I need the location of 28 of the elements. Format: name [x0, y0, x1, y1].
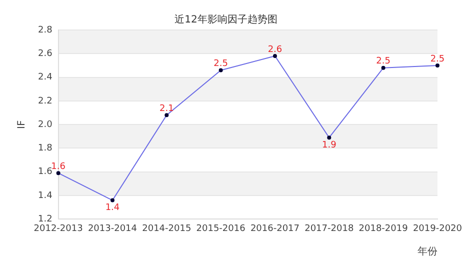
y-tick-label: 1.2 — [38, 214, 52, 225]
data-label: 1.6 — [51, 162, 66, 172]
x-tick-label: 2015-2016 — [196, 224, 246, 234]
x-axis-title: 年份 — [417, 246, 438, 258]
x-tick-label: 2012-2013 — [34, 224, 83, 234]
data-label: 2.5 — [430, 54, 445, 64]
x-tick-label: 2017-2018 — [304, 224, 354, 234]
x-tick-label: 2019-2020 — [412, 224, 462, 234]
y-tick-label: 1.4 — [38, 190, 53, 201]
y-tick-label: 2.0 — [38, 120, 53, 130]
y-tick-label: 1.6 — [38, 167, 53, 178]
x-tick-label: 2013-2014 — [88, 224, 138, 234]
chart-title: 近12年影响因子趋势图 — [174, 14, 278, 26]
x-tick-label: 2014-2015 — [142, 224, 192, 234]
data-label: 1.9 — [322, 140, 337, 150]
x-tick-label: 2016-2017 — [250, 224, 300, 234]
data-label: 2.6 — [268, 44, 282, 55]
y-tick-label: 1.8 — [38, 144, 53, 154]
y-tick-label: 2.6 — [38, 48, 53, 59]
data-label: 2.1 — [159, 104, 174, 114]
y-tick-label: 2.4 — [38, 72, 53, 83]
y-tick-label: 2.2 — [38, 96, 52, 106]
data-label: 1.4 — [105, 203, 120, 214]
y-axis-title: IF — [16, 120, 28, 129]
data-label: 2.5 — [214, 59, 228, 70]
y-tick-label: 2.8 — [38, 25, 53, 36]
x-tick-label: 2018-2019 — [358, 224, 408, 234]
data-label: 2.5 — [376, 56, 390, 67]
